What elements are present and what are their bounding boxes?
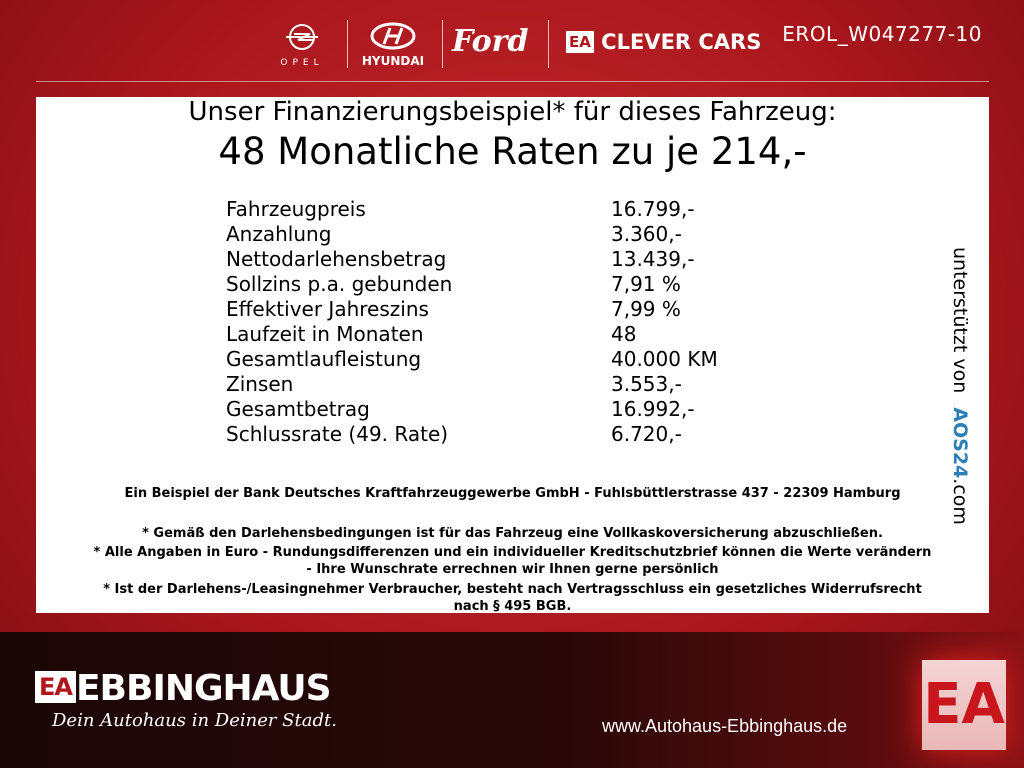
hyundai-h-icon bbox=[370, 22, 416, 50]
website-link[interactable]: www.Autohaus-Ebbinghaus.de bbox=[602, 716, 848, 736]
finance-row: Laufzeit in Monaten 48 bbox=[226, 322, 786, 347]
divider bbox=[548, 20, 549, 68]
row-label: Sollzins p.a. gebunden bbox=[226, 272, 453, 296]
clever-cars-logo: EA CLEVER CARS bbox=[566, 30, 761, 54]
slogan: Dein Autohaus in Deiner Stadt. bbox=[52, 710, 337, 731]
header-divider bbox=[36, 81, 989, 82]
note: - Ihre Wunschrate errechnen wir Ihnen ge… bbox=[306, 562, 719, 577]
opel-logo: OPEL bbox=[276, 22, 328, 68]
bank-info: Ein Beispiel der Bank Deutsches Kraftfah… bbox=[124, 486, 901, 501]
note: * Gemäß den Darlehensbedingungen ist für… bbox=[142, 526, 883, 541]
row-value: 48 bbox=[611, 322, 637, 346]
row-label: Effektiver Jahreszins bbox=[226, 297, 429, 321]
row-label: Laufzeit in Monaten bbox=[226, 322, 424, 346]
ea-emblem: EA bbox=[922, 660, 1006, 750]
finance-row: Gesamtlaufleistung 40.000 KM bbox=[226, 347, 786, 372]
hyundai-logo: HYUNDAI bbox=[358, 22, 428, 68]
row-label: Zinsen bbox=[226, 372, 294, 396]
divider bbox=[347, 20, 348, 68]
note: * Ist der Darlehens-/Leasingnehmer Verbr… bbox=[103, 582, 922, 597]
financing-panel: Unser Finanzierungsbeispiel* für dieses … bbox=[36, 97, 989, 614]
row-label: Gesamtbetrag bbox=[226, 397, 370, 421]
row-label: Gesamtlaufleistung bbox=[226, 347, 422, 371]
finance-row: Fahrzeugpreis 16.799,- bbox=[226, 197, 786, 222]
finance-row: Sollzins p.a. gebunden 7,91 % bbox=[226, 272, 786, 297]
brand-header: OPEL HYUNDAI Ford EA CLEVER CARS EROL_W0… bbox=[0, 0, 1024, 82]
row-value: 16.799,- bbox=[611, 197, 695, 221]
row-value: 3.360,- bbox=[611, 222, 682, 246]
row-value: 13.439,- bbox=[611, 247, 695, 271]
supported-by: unterstützt von AOS24.com bbox=[949, 247, 971, 525]
row-value: 16.992,- bbox=[611, 397, 695, 421]
row-label: Fahrzeugpreis bbox=[226, 197, 366, 221]
aos24-logo: AOS24 bbox=[949, 407, 971, 479]
row-label: Nettodarlehensbetrag bbox=[226, 247, 447, 271]
finance-row: Effektiver Jahreszins 7,99 % bbox=[226, 297, 786, 322]
ford-logo: Ford bbox=[452, 24, 529, 59]
offer-headline: 48 Monatliche Raten zu je 214,- bbox=[218, 130, 807, 173]
row-value: 6.720,- bbox=[611, 422, 682, 446]
finance-row: Zinsen 3.553,- bbox=[226, 372, 786, 397]
row-label: Schlussrate (49. Rate) bbox=[226, 422, 449, 446]
finance-row: Gesamtbetrag 16.992,- bbox=[226, 397, 786, 422]
finance-row: Schlussrate (49. Rate) 6.720,- bbox=[226, 422, 786, 447]
dealer-footer: EA EBBINGHAUS Dein Autohaus in Deiner Sta… bbox=[0, 632, 1024, 768]
row-value: 40.000 KM bbox=[611, 347, 718, 371]
row-value: 7,91 % bbox=[611, 272, 681, 296]
row-value: 3.553,- bbox=[611, 372, 682, 396]
reference-code: EROL_W047277-10 bbox=[782, 22, 982, 46]
row-value: 7,99 % bbox=[611, 297, 681, 321]
note: * Alle Angaben in Euro - Rundungsdiffere… bbox=[93, 545, 932, 560]
offer-title: Unser Finanzierungsbeispiel* für dieses … bbox=[188, 97, 837, 127]
ebbinghaus-logo: EA EBBINGHAUS bbox=[35, 668, 332, 709]
finance-row: Nettodarlehensbetrag 13.439,- bbox=[226, 247, 786, 272]
note: nach § 495 BGB. bbox=[453, 599, 572, 614]
opel-bolt-icon bbox=[286, 24, 318, 50]
row-label: Anzahlung bbox=[226, 222, 332, 246]
finance-row: Anzahlung 3.360,- bbox=[226, 222, 786, 247]
divider bbox=[442, 20, 443, 68]
